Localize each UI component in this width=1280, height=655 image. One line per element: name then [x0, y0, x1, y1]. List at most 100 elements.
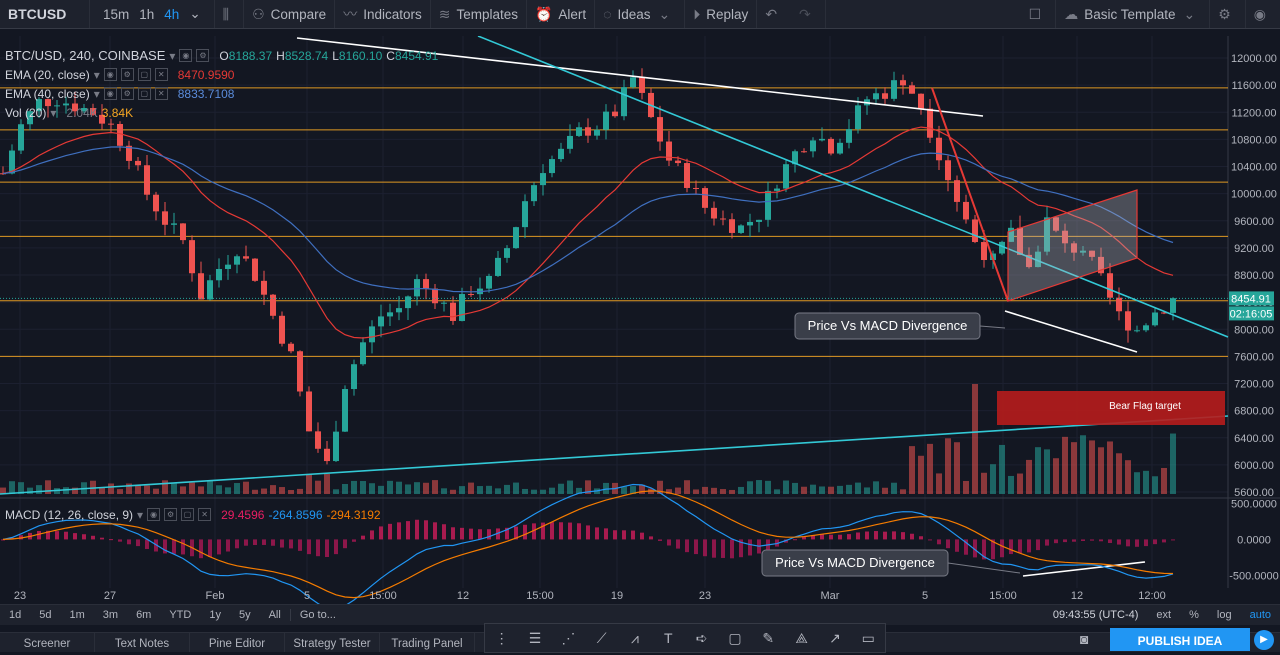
- play-icon[interactable]: ▶: [1254, 630, 1274, 650]
- ema40-label[interactable]: EMA (40, close): [5, 86, 90, 101]
- candle-body: [99, 114, 105, 124]
- tab-screener[interactable]: Screener: [0, 633, 95, 652]
- horizontal-lines-icon[interactable]: ☰: [528, 629, 542, 646]
- fullscreen-button[interactable]: ☐: [1021, 0, 1057, 28]
- tools-toggle-icon[interactable]: ⋮: [494, 629, 509, 646]
- candle-body: [504, 248, 510, 258]
- ema20-line: [2, 126, 1174, 339]
- chevron-down-icon[interactable]: ▾: [93, 86, 100, 101]
- price-axis-label: 8800.00: [1234, 270, 1274, 282]
- close-icon[interactable]: ✕: [154, 87, 168, 100]
- brush-icon[interactable]: ✎: [762, 629, 775, 646]
- callout-connector: [979, 325, 1006, 329]
- close-icon[interactable]: ✕: [154, 68, 168, 81]
- chevron-down-icon[interactable]: ▾: [93, 67, 100, 82]
- volume-bar: [702, 486, 708, 494]
- chevron-down-icon[interactable]: ▾: [50, 105, 57, 120]
- interval-4h[interactable]: 4h: [164, 6, 180, 22]
- copy-icon[interactable]: ▢: [137, 87, 151, 100]
- macd-label[interactable]: MACD (12, 26, close, 9): [5, 507, 134, 522]
- range-5d[interactable]: 5d: [39, 609, 52, 621]
- trend-line-icon[interactable]: ⟋: [596, 629, 607, 646]
- candle-body: [1071, 243, 1077, 253]
- alert-button[interactable]: ⏰ Alert: [527, 0, 596, 28]
- settings-small-icon[interactable]: ⚙: [164, 508, 178, 521]
- text-icon[interactable]: T: [664, 630, 673, 646]
- series-title[interactable]: BTC/USD, 240, COINBASE: [5, 48, 166, 63]
- candle-body: [1116, 297, 1122, 312]
- rectangle-icon[interactable]: ▢: [728, 629, 742, 646]
- volume-bar: [954, 442, 960, 494]
- volume-bar: [135, 485, 141, 494]
- percent-toggle[interactable]: %: [1189, 609, 1199, 621]
- range-1m[interactable]: 1m: [69, 609, 85, 621]
- interval-15m[interactable]: 15m: [103, 6, 130, 22]
- tab-text-notes[interactable]: Text Notes: [95, 633, 190, 652]
- compare-button[interactable]: ⚇ Compare: [244, 0, 336, 28]
- eye-icon[interactable]: ◉: [103, 87, 117, 100]
- pitchfork-icon[interactable]: ⋰: [561, 629, 576, 646]
- interval-1h[interactable]: 1h: [139, 6, 155, 22]
- auto-toggle[interactable]: auto: [1249, 609, 1271, 621]
- price-chart[interactable]: Bear Flag target Price Vs MACD Divergence…: [0, 36, 1280, 626]
- range-ytd[interactable]: YTD: [169, 609, 192, 621]
- comment-icon[interactable]: ▭: [861, 629, 875, 646]
- replay-button[interactable]: ⏵ Replay: [685, 0, 758, 28]
- macd-divergence-line: [1022, 561, 1146, 577]
- pattern-icon[interactable]: ⩘: [631, 629, 639, 646]
- macd-histogram-bar: [163, 539, 167, 554]
- template-layout-button[interactable]: ☁ Basic Template ⌄: [1056, 0, 1211, 28]
- chart-type-button[interactable]: ⫼: [215, 0, 245, 28]
- forecast-icon[interactable]: ↗: [829, 629, 841, 646]
- macd-axis-label: 0.0000: [1237, 534, 1271, 546]
- macd-histogram-bar: [307, 539, 311, 555]
- tab-strategy-tester[interactable]: Strategy Tester: [285, 633, 380, 652]
- camera-icon[interactable]: ◙: [1080, 631, 1089, 647]
- tab-trading-panel[interactable]: Trading Panel: [380, 633, 475, 652]
- range-1d[interactable]: 1d: [9, 609, 22, 621]
- range-6m[interactable]: 6m: [136, 609, 152, 621]
- candle-body: [342, 389, 348, 432]
- ema20-label[interactable]: EMA (20, close): [5, 67, 90, 82]
- eye-icon[interactable]: ◉: [147, 508, 161, 521]
- close-icon[interactable]: ✕: [198, 508, 212, 521]
- log-toggle[interactable]: log: [1216, 609, 1232, 621]
- camera-top-button[interactable]: ◉: [1246, 0, 1280, 28]
- templates-button[interactable]: ≋ Templates: [431, 0, 527, 28]
- indicators-button[interactable]: 〰 Indicators: [335, 0, 431, 28]
- candle-body: [315, 431, 321, 449]
- drawing-toolbar: ⋮ ☰ ⋰ ⟋ ⩘ T ➪ ▢ ✎ ⟁ ↗ ▭: [484, 623, 886, 653]
- chevron-down-icon[interactable]: ▾: [169, 48, 176, 63]
- redo-button[interactable]: ↷: [791, 0, 826, 28]
- settings-small-icon[interactable]: ⚙: [120, 68, 134, 81]
- publish-idea-button[interactable]: PUBLISH IDEA: [1110, 628, 1250, 651]
- eye-icon[interactable]: ◉: [103, 68, 117, 81]
- settings-button[interactable]: ⚙: [1210, 0, 1246, 28]
- volume-label[interactable]: Vol (20): [5, 105, 47, 120]
- ideas-button[interactable]: ◌ Ideas ⌄: [595, 0, 686, 28]
- volume-bar: [882, 487, 888, 494]
- range-5y[interactable]: 5y: [238, 609, 251, 621]
- goto-button[interactable]: Go to...: [289, 609, 345, 621]
- arrow-icon[interactable]: ➪: [695, 629, 708, 646]
- time-axis[interactable]: 23 27 Feb 5 15:00 12 15:00 19 23 Mar 5 15:00 12 12:00: [0, 588, 1230, 604]
- tab-pine-editor[interactable]: Pine Editor: [190, 633, 285, 652]
- copy-icon[interactable]: ▢: [137, 68, 151, 81]
- range-3m[interactable]: 3m: [102, 609, 119, 621]
- macd-histogram-bar: [91, 535, 95, 540]
- volume-bar: [180, 486, 186, 494]
- fib-icon[interactable]: ⟁: [795, 629, 808, 646]
- macd-histogram-bar: [514, 526, 518, 540]
- symbol-search[interactable]: BTCUSD: [0, 0, 90, 28]
- settings-small-icon[interactable]: ⚙: [120, 87, 134, 100]
- range-1y[interactable]: 1y: [209, 609, 221, 621]
- ext-toggle[interactable]: ext: [1156, 609, 1172, 621]
- clock[interactable]: 09:43:55 (UTC-4): [1052, 609, 1139, 621]
- interval-dropdown-icon[interactable]: ⌄: [189, 6, 201, 21]
- range-all[interactable]: All: [268, 609, 281, 621]
- undo-button[interactable]: ↶: [757, 0, 791, 28]
- settings-small-icon[interactable]: ⚙: [196, 49, 210, 62]
- chevron-down-icon[interactable]: ▾: [137, 507, 144, 522]
- eye-icon[interactable]: ◉: [179, 49, 193, 62]
- copy-icon[interactable]: ▢: [181, 508, 195, 521]
